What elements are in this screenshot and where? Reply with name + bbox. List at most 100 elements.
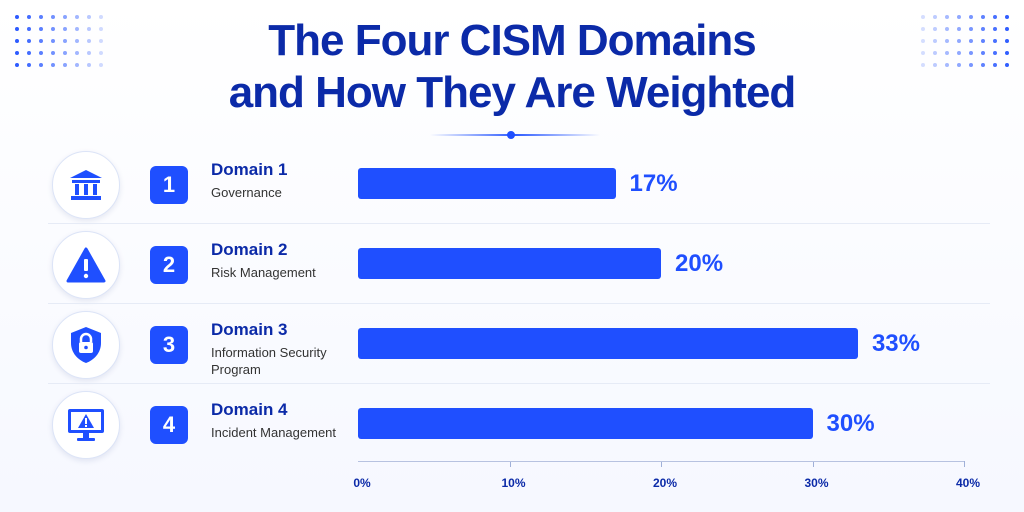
decorative-dot	[27, 27, 31, 31]
domain-row-3: 3 Domain 3 Information Security Program	[40, 310, 990, 384]
decorative-dot	[39, 39, 43, 43]
decorative-dot	[945, 51, 949, 55]
decorative-dot	[99, 15, 103, 19]
decorative-dot	[87, 63, 91, 67]
decorative-dot	[957, 51, 961, 55]
title-line-2: and How They Are Weighted	[228, 68, 797, 117]
decorative-dot	[933, 63, 937, 67]
domain-title: Domain 4	[211, 400, 288, 419]
decorative-dot	[921, 51, 925, 55]
domain-title: Domain 1	[211, 160, 288, 179]
decorative-dot	[957, 39, 961, 43]
decorative-dot	[945, 39, 949, 43]
decorative-dot	[969, 51, 973, 55]
domain-number-badge: 1	[150, 166, 188, 204]
decorative-dot	[981, 63, 985, 67]
decorative-dot	[933, 15, 937, 19]
title-underline-dot	[507, 131, 515, 139]
decorative-dot	[993, 27, 997, 31]
title-underline	[430, 134, 600, 136]
decorative-dot	[99, 27, 103, 31]
decorative-dot	[27, 51, 31, 55]
icon-circle-2	[52, 231, 120, 299]
bar-2	[358, 248, 661, 279]
decorative-dot	[51, 51, 55, 55]
bar-value-label-3: 33%	[871, 330, 920, 357]
icon-circle-1	[52, 151, 120, 219]
bar-4	[358, 408, 813, 439]
bar-value-label-2: 20%	[675, 250, 724, 277]
decorative-dot	[87, 51, 91, 55]
domain-subtitle: Information Security Program	[211, 345, 327, 377]
x-tick	[964, 461, 965, 467]
bar-value-label-4: 30%	[826, 410, 875, 437]
title-line-1: The Four CISM Domains	[268, 16, 756, 65]
domain-number-badge: 4	[150, 406, 188, 444]
decorative-dot	[993, 63, 997, 67]
monitor-alert-icon	[68, 409, 104, 441]
decorative-dots-right	[918, 12, 1012, 70]
decorative-dot	[981, 27, 985, 31]
decorative-dot	[63, 27, 67, 31]
bar-1	[358, 168, 616, 199]
decorative-dot	[921, 15, 925, 19]
decorative-dot	[51, 15, 55, 19]
domain-subtitle: Risk Management	[211, 265, 316, 280]
decorative-dot	[1005, 39, 1009, 43]
decorative-dot	[51, 63, 55, 67]
decorative-dot	[981, 39, 985, 43]
decorative-dot	[1005, 51, 1009, 55]
x-tick-label: 0%	[353, 476, 371, 490]
decorative-dot	[957, 15, 961, 19]
decorative-dot	[15, 63, 19, 67]
decorative-dot	[39, 51, 43, 55]
x-tick	[509, 461, 511, 467]
decorative-dot	[969, 63, 973, 67]
decorative-dot	[933, 27, 937, 31]
decorative-dot	[15, 15, 19, 19]
decorative-dot	[15, 27, 19, 31]
domain-row-1: 1 Domain 1 Governance	[40, 150, 990, 224]
decorative-dot	[957, 27, 961, 31]
decorative-dot	[993, 39, 997, 43]
bank-icon	[70, 170, 102, 200]
decorative-dot	[63, 15, 67, 19]
decorative-dot	[1005, 63, 1009, 67]
decorative-dot	[75, 27, 79, 31]
decorative-dot	[933, 51, 937, 55]
x-axis-line	[358, 461, 964, 462]
decorative-dot	[969, 39, 973, 43]
decorative-dot	[921, 39, 925, 43]
x-tick-label: 40%	[955, 476, 981, 490]
domain-subtitle: Governance	[211, 185, 282, 200]
decorative-dot	[39, 63, 43, 67]
domain-title: Domain 2	[211, 240, 288, 259]
domain-row-4: 4 Domain 4 Incident Management	[40, 390, 990, 460]
decorative-dot	[75, 15, 79, 19]
decorative-dots-left	[12, 12, 106, 70]
decorative-dot	[957, 63, 961, 67]
decorative-dot	[99, 51, 103, 55]
decorative-dot	[27, 63, 31, 67]
x-tick	[661, 461, 662, 467]
bar-value-label-1: 17%	[629, 170, 678, 197]
decorative-dot	[63, 63, 67, 67]
decorative-dot	[75, 63, 79, 67]
decorative-dot	[27, 39, 31, 43]
decorative-dot	[39, 15, 43, 19]
x-tick-label: 10%	[501, 476, 526, 490]
warning-icon	[66, 247, 106, 283]
decorative-dot	[87, 39, 91, 43]
decorative-dot	[75, 39, 79, 43]
decorative-dot	[945, 15, 949, 19]
decorative-dot	[15, 51, 19, 55]
decorative-dot	[981, 15, 985, 19]
domain-row-2: 2 Domain 2 Risk Management	[40, 230, 990, 304]
shield-lock-icon	[71, 327, 101, 363]
icon-circle-4	[52, 391, 120, 459]
decorative-dot	[921, 27, 925, 31]
decorative-dot	[1005, 27, 1009, 31]
decorative-dot	[981, 51, 985, 55]
decorative-dot	[63, 39, 67, 43]
